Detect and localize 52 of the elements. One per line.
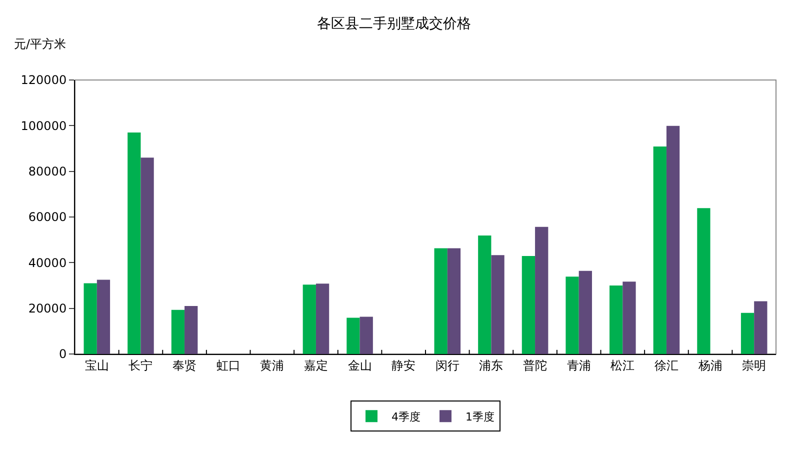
x-tick-label: 闵行 <box>435 358 460 372</box>
bar <box>316 284 330 354</box>
x-tick-label: 普陀 <box>523 358 548 372</box>
y-tick-label: 120000 <box>20 73 67 88</box>
bar <box>434 248 448 354</box>
x-tick-label: 杨浦 <box>697 358 722 372</box>
bar <box>535 226 548 354</box>
y-tick-label: 80000 <box>28 164 67 179</box>
bar <box>622 282 636 354</box>
bar <box>754 301 768 354</box>
bar <box>447 248 461 354</box>
bar <box>84 283 97 354</box>
x-tick-label: 静安 <box>392 358 416 372</box>
y-tick-label: 20000 <box>28 302 67 316</box>
bar <box>666 126 680 354</box>
x-tick-label: 长宁 <box>128 358 153 372</box>
legend-label: 1季度 <box>466 410 494 424</box>
bar <box>302 284 316 354</box>
x-tick-label: 宝山 <box>84 358 109 372</box>
bar <box>346 318 360 354</box>
bar <box>697 208 710 354</box>
legend-label: 4季度 <box>392 410 420 424</box>
x-tick-label: 嘉定 <box>304 358 328 372</box>
bar <box>740 312 754 354</box>
bar <box>578 270 592 354</box>
x-tick-label: 奉贤 <box>172 358 197 372</box>
bar <box>140 158 154 354</box>
bar <box>478 236 492 354</box>
x-tick-label: 松江 <box>610 358 635 372</box>
bar <box>128 132 141 354</box>
bar <box>522 256 536 354</box>
bar <box>653 146 666 354</box>
x-tick-label: 黄浦 <box>260 358 284 372</box>
bar <box>566 276 579 354</box>
y-tick-label: 40000 <box>28 256 67 270</box>
y-tick-label: 100000 <box>20 118 67 133</box>
bar <box>96 280 110 354</box>
y-tick-label: 0 <box>58 347 67 362</box>
x-tick-label: 崇明 <box>742 358 766 372</box>
bar <box>610 286 623 354</box>
bar <box>184 306 198 354</box>
chart-title: 各区县二手别墅成交价格 <box>317 16 471 32</box>
x-tick-label: 徐汇 <box>654 358 678 372</box>
bar <box>360 316 373 354</box>
y-axis-title: 元/平方米 <box>14 37 66 51</box>
x-tick-label: 金山 <box>348 358 372 372</box>
bar <box>171 310 185 354</box>
y-tick-label: 60000 <box>28 210 67 224</box>
bar <box>491 255 504 354</box>
x-tick-label: 青浦 <box>566 358 591 372</box>
x-tick-label: 浦东 <box>479 358 504 372</box>
x-tick-label: 虹口 <box>216 358 240 372</box>
